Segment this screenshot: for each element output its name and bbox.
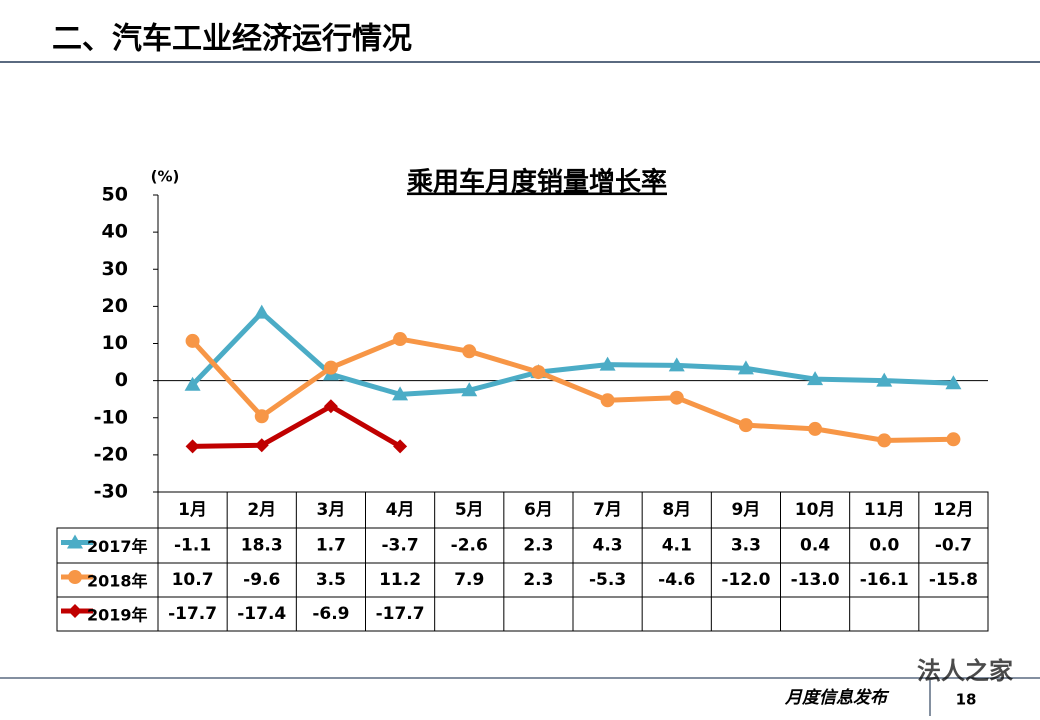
table-value: -15.8 bbox=[929, 570, 978, 590]
x-tick-label: 1月 bbox=[178, 500, 207, 520]
y-tick-label: 0 bbox=[115, 369, 128, 391]
x-tick-label: 10月 bbox=[795, 500, 836, 520]
data-point bbox=[184, 376, 201, 391]
data-point bbox=[185, 439, 200, 454]
table-value: 11.2 bbox=[379, 570, 421, 590]
table-value: -13.0 bbox=[791, 570, 840, 590]
series-line bbox=[190, 336, 954, 443]
table-value: 10.7 bbox=[172, 570, 214, 590]
table-value: 4.1 bbox=[662, 536, 692, 556]
y-tick-label: 50 bbox=[102, 184, 128, 206]
watermark: 法人之家 bbox=[917, 657, 1013, 685]
data-point bbox=[945, 375, 962, 390]
slide-title: 二、汽车工业经济运行情况 bbox=[52, 22, 412, 57]
data-point bbox=[946, 432, 961, 447]
x-tick-label: 12月 bbox=[933, 500, 974, 520]
table-value: 7.9 bbox=[454, 570, 484, 590]
x-tick-label: 11月 bbox=[864, 500, 905, 520]
x-tick-label: 8月 bbox=[662, 500, 691, 520]
x-tick-label: 9月 bbox=[731, 500, 760, 520]
data-point bbox=[392, 386, 409, 401]
x-tick-label: 3月 bbox=[316, 500, 345, 520]
table-value: 1.7 bbox=[316, 536, 346, 556]
table-value: -5.3 bbox=[589, 570, 626, 590]
table-value: -1.1 bbox=[174, 536, 211, 556]
table-value: 0.0 bbox=[869, 536, 899, 556]
data-point bbox=[393, 332, 408, 347]
data-point bbox=[254, 409, 269, 424]
data-point bbox=[531, 365, 546, 380]
y-tick-label: 10 bbox=[102, 332, 128, 354]
table-value: -17.7 bbox=[168, 604, 217, 624]
table-value: 2.3 bbox=[523, 536, 553, 556]
legend-marker bbox=[68, 604, 82, 618]
y-tick-label: -10 bbox=[94, 406, 128, 428]
table-value: 3.3 bbox=[731, 536, 761, 556]
legend-marker bbox=[67, 534, 83, 549]
data-point bbox=[808, 421, 823, 436]
table-value: 0.4 bbox=[800, 536, 830, 556]
data-point bbox=[668, 357, 685, 372]
y-axis-label: (%) bbox=[151, 168, 180, 186]
data-point bbox=[461, 382, 478, 397]
table-value: 2.3 bbox=[523, 570, 553, 590]
table-value: -0.7 bbox=[935, 536, 972, 556]
table-value: -3.7 bbox=[381, 536, 418, 556]
table-value: -4.6 bbox=[658, 570, 695, 590]
series-line bbox=[192, 403, 402, 449]
data-point bbox=[807, 371, 824, 386]
y-tick-label: 40 bbox=[102, 221, 128, 243]
data-point bbox=[738, 418, 753, 433]
table-value: -17.4 bbox=[237, 604, 286, 624]
table-value: 18.3 bbox=[241, 536, 283, 556]
y-tick-label: 30 bbox=[102, 258, 128, 280]
x-tick-label: 7月 bbox=[593, 500, 622, 520]
table-value: -12.0 bbox=[721, 570, 770, 590]
data-point bbox=[393, 439, 408, 454]
table-value: -2.6 bbox=[451, 536, 488, 556]
data-point bbox=[669, 390, 684, 405]
data-point bbox=[462, 344, 477, 359]
x-tick-label: 2月 bbox=[247, 500, 276, 520]
legend-marker bbox=[68, 570, 82, 584]
x-tick-label: 6月 bbox=[524, 500, 553, 520]
data-point bbox=[254, 438, 269, 453]
x-tick-label: 5月 bbox=[455, 500, 484, 520]
data-point bbox=[323, 399, 338, 414]
data-point bbox=[877, 433, 892, 448]
data-point bbox=[185, 333, 200, 348]
y-tick-label: 20 bbox=[102, 295, 128, 317]
table-value: 4.3 bbox=[593, 536, 623, 556]
data-point bbox=[599, 356, 616, 371]
data-point bbox=[253, 304, 270, 319]
page-number: 18 bbox=[956, 691, 977, 709]
table-value: 3.5 bbox=[316, 570, 346, 590]
table-value: -6.9 bbox=[312, 604, 349, 624]
legend-label: 2019年 bbox=[87, 606, 148, 625]
data-point bbox=[323, 360, 338, 375]
table-value: -16.1 bbox=[860, 570, 909, 590]
x-tick-label: 4月 bbox=[386, 500, 415, 520]
y-tick-label: -20 bbox=[94, 443, 128, 465]
legend-label: 2017年 bbox=[87, 537, 148, 556]
series-line bbox=[190, 310, 954, 397]
data-point bbox=[737, 360, 754, 375]
table-value: -17.7 bbox=[376, 604, 425, 624]
table-value: -9.6 bbox=[243, 570, 280, 590]
data-point bbox=[600, 393, 615, 408]
legend-label: 2018年 bbox=[87, 572, 148, 591]
chart-title: 乘用车月度销量增长率 bbox=[406, 167, 667, 198]
footer-label: 月度信息发布 bbox=[784, 688, 890, 708]
data-point bbox=[876, 372, 893, 387]
y-tick-label: -30 bbox=[94, 481, 128, 503]
